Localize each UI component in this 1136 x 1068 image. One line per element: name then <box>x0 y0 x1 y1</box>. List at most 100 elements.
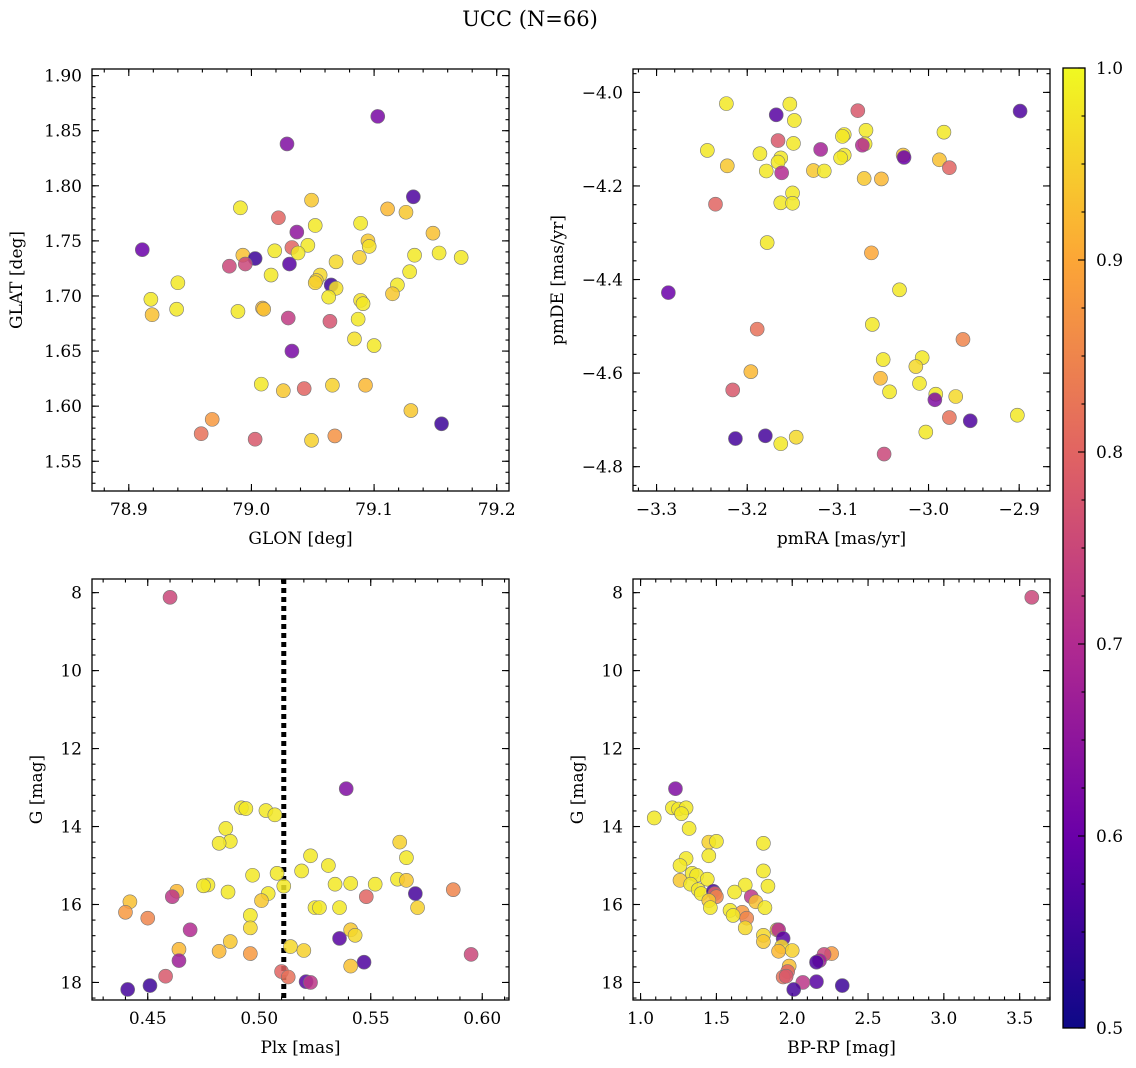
data-point <box>256 301 272 317</box>
x-tick-label: 79.1 <box>355 500 393 520</box>
data-point <box>233 200 248 216</box>
x-tick-label: 0.55 <box>352 1009 390 1029</box>
data-point <box>370 109 386 124</box>
y-tick-label: −4.4 <box>582 271 623 291</box>
colorbar-tick-label: 0.6 <box>1096 827 1123 847</box>
data-point <box>425 225 441 241</box>
y-tick-label: 1.60 <box>44 397 82 417</box>
data-point <box>855 137 870 153</box>
data-point <box>399 873 414 888</box>
data-point <box>865 317 880 332</box>
data-point <box>737 920 753 936</box>
data-point <box>355 296 371 311</box>
data-point <box>932 152 947 168</box>
x-axis-label: BP-RP [mag] <box>787 1038 896 1058</box>
y-tick-label: −4.8 <box>582 458 623 478</box>
data-point <box>140 910 156 926</box>
data-point <box>347 331 362 347</box>
data-point <box>347 927 363 943</box>
colorbar-gradient <box>1063 68 1085 1028</box>
x-tick-label: −3.3 <box>636 500 677 520</box>
y-tick-label: 1.65 <box>44 342 82 362</box>
data-point <box>222 934 238 949</box>
colorbar-tick-label: 0.5 <box>1096 1019 1123 1039</box>
x-tick-label: 1.5 <box>703 1009 730 1029</box>
y-tick-label: 1.85 <box>44 122 82 142</box>
data-point <box>321 289 337 305</box>
data-point <box>169 301 184 317</box>
data-point <box>303 975 318 990</box>
data-point <box>366 338 382 353</box>
data-point <box>263 267 279 283</box>
data-point <box>942 160 957 176</box>
data-point <box>661 285 676 300</box>
data-point <box>743 364 759 379</box>
data-point <box>220 884 236 900</box>
y-tick-label: 10 <box>601 662 623 682</box>
data-point <box>962 413 978 429</box>
data-point <box>774 165 789 181</box>
data-point <box>646 810 662 826</box>
data-point <box>327 876 343 892</box>
data-point <box>196 878 211 894</box>
data-point <box>322 314 338 329</box>
data-point <box>719 158 735 174</box>
data-point <box>756 835 771 851</box>
data-point <box>338 781 354 797</box>
data-point <box>725 382 741 398</box>
y-tick-label: 18 <box>601 973 623 993</box>
data-point <box>276 878 292 894</box>
x-tick-label: −2.9 <box>999 500 1040 520</box>
data-point <box>300 237 316 253</box>
data-point <box>927 392 943 408</box>
data-point <box>856 171 872 186</box>
data-point <box>758 163 774 179</box>
y-tick-label: −4.2 <box>582 177 623 197</box>
data-point <box>358 889 374 904</box>
data-point <box>304 192 319 208</box>
data-point <box>361 239 377 254</box>
x-tick-label: 3.0 <box>930 1009 957 1029</box>
data-point <box>142 978 158 993</box>
data-point <box>280 310 296 326</box>
data-point <box>238 801 254 816</box>
y-tick-label: 12 <box>601 740 623 760</box>
data-point <box>727 884 742 900</box>
data-point <box>787 113 802 128</box>
data-point <box>321 858 336 873</box>
data-point <box>882 384 897 400</box>
colorbar-tick-label: 1.0 <box>1096 59 1123 79</box>
y-tick-label: 18 <box>60 973 82 993</box>
data-point <box>756 934 771 949</box>
y-tick-label: 1.80 <box>44 177 82 197</box>
y-axis-label: GLAT [deg] <box>7 231 27 329</box>
data-point <box>253 376 269 392</box>
data-point <box>238 256 253 272</box>
y-tick-label: 16 <box>601 895 623 915</box>
y-tick-label: 1.55 <box>44 452 82 472</box>
y-tick-label: 8 <box>612 584 623 604</box>
data-point <box>343 958 358 974</box>
data-point <box>269 866 285 881</box>
data-point <box>700 871 715 887</box>
data-point <box>276 383 291 399</box>
y-axis-label: G [mag] <box>568 755 588 824</box>
data-point <box>912 376 927 391</box>
data-point <box>785 195 800 211</box>
x-tick-label: 3.5 <box>1006 1009 1033 1029</box>
data-point <box>218 821 234 836</box>
x-axis-label: pmRA [mas/yr] <box>777 529 906 549</box>
data-point <box>403 403 419 418</box>
data-point <box>164 889 180 904</box>
data-point <box>243 920 258 936</box>
data-point <box>304 433 319 448</box>
data-point <box>1024 590 1040 605</box>
data-point <box>352 250 367 265</box>
colorbar-tick-label: 0.8 <box>1096 443 1123 463</box>
data-point <box>279 136 295 152</box>
x-tick-label: 79.2 <box>478 500 516 520</box>
data-point <box>247 431 263 447</box>
data-point <box>816 163 832 179</box>
data-point <box>876 446 892 462</box>
data-point <box>809 974 824 989</box>
